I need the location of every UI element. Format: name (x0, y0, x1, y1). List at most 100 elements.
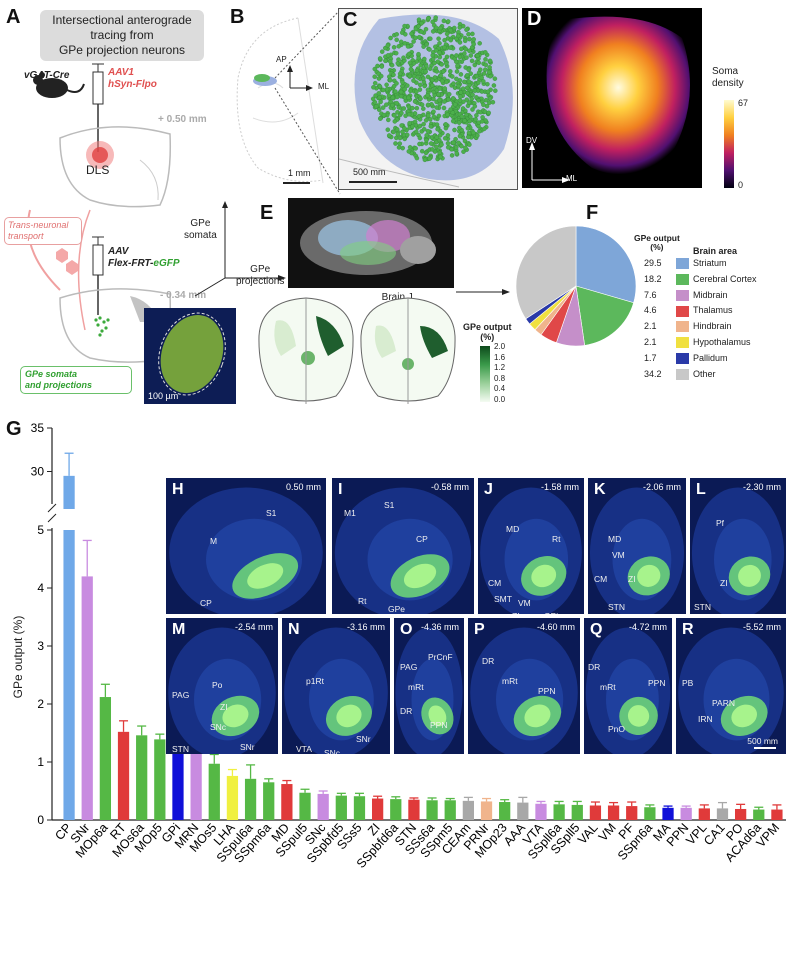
soma-dot (468, 71, 473, 76)
soma-dot (486, 69, 492, 75)
soma-dot (464, 73, 470, 78)
coord1-label: + 0.50 mm (158, 114, 207, 125)
soma-dot (425, 93, 430, 98)
region-label: S1 (384, 500, 395, 510)
pie-legend-item: Other (676, 369, 716, 380)
soma-dot (433, 15, 438, 20)
bar-sspbfd5 (335, 795, 347, 820)
region-label: DR (400, 706, 413, 716)
legend-label: Midbrain (693, 289, 728, 300)
soma-dot (406, 95, 411, 101)
panel-d-label: D (527, 8, 542, 30)
transport-line: Trans-neuronal (8, 220, 69, 230)
section-scale-bar (754, 747, 776, 749)
title-line: tracing from (90, 28, 154, 42)
bar-sspul6a (244, 778, 257, 820)
bar-gpi (172, 742, 184, 820)
soma-dot (467, 142, 472, 147)
soma-dot (424, 63, 429, 69)
soma-dot (450, 96, 456, 101)
soma-dot (438, 73, 444, 78)
soma-dot (401, 106, 407, 111)
y-tick-label: 0 (37, 813, 44, 827)
soma-dot (465, 126, 471, 131)
soma-dot (448, 107, 453, 112)
soma-dot (380, 87, 386, 93)
y-tick-label: 2 (37, 697, 44, 711)
bar-mrn (190, 744, 202, 820)
virus2-egfp: eGFP (153, 258, 180, 269)
cbar-min-label: 0 (738, 180, 744, 190)
f-header-pct: GPe output (%) (634, 234, 680, 252)
soma-dot (403, 32, 408, 37)
soma-dot (375, 63, 380, 69)
soma-dot (426, 16, 431, 21)
soma-dot (428, 117, 433, 122)
soma-dot (440, 69, 446, 74)
soma-dot (476, 60, 482, 66)
section-letter: P (474, 621, 485, 638)
region-label: SNc (324, 748, 341, 754)
soma-dot (430, 19, 435, 25)
section-letter: H (172, 481, 184, 498)
soma-dot (437, 133, 443, 138)
section-letter: R (682, 621, 694, 638)
bar-ma (662, 807, 674, 820)
soma-dot (384, 102, 389, 107)
legend-label: Hypothalamus (693, 337, 751, 347)
soma-dot (430, 56, 436, 62)
soma-dot (415, 75, 421, 80)
region-label: DR (588, 662, 601, 672)
region-label: STN (172, 744, 189, 754)
soma-dot (485, 89, 491, 95)
soma-dot (468, 53, 474, 58)
soma-dot (427, 156, 432, 161)
bar-mop5 (154, 739, 166, 820)
section-panel-j: J -1.58 mm MD Rt CM SMT VM ZI GPi (478, 478, 584, 614)
soma-dot (488, 74, 493, 79)
soma-dot (456, 83, 461, 89)
pie-slice-other (515, 225, 577, 320)
soma-dot (478, 67, 483, 72)
title-line: Intersectional anterograde (52, 13, 192, 27)
section-coordinate: -3.16 mm (346, 622, 385, 632)
bar-md (281, 784, 293, 820)
soma-dot (479, 119, 485, 124)
soma-dot (464, 27, 469, 32)
panel-a-title: Intersectional anterograde tracing from … (40, 10, 204, 61)
soma-dot (458, 90, 464, 95)
e-projections-label: GPe projections (236, 264, 284, 288)
soma-dot (472, 88, 478, 93)
soma-dot (392, 113, 397, 118)
soma-dot (485, 81, 490, 87)
soma-dot (414, 89, 419, 95)
section-letter: O (400, 621, 413, 638)
soma-dot (386, 93, 392, 99)
soma-dot (405, 44, 411, 49)
soma-dot (445, 141, 451, 146)
soma-dot (417, 141, 422, 147)
soma-dot (459, 143, 464, 149)
soma-dot (379, 64, 385, 69)
section-coordinate: 0.50 mm (285, 482, 321, 492)
soma-dot (427, 47, 432, 52)
soma-dot (439, 62, 444, 67)
soma-dot (434, 105, 439, 110)
soma-dot (472, 62, 478, 68)
soma-dot (466, 31, 471, 37)
soma-dot (419, 102, 425, 107)
soma-dot (372, 66, 378, 72)
y-tick-label: 5 (37, 523, 44, 537)
soma-dot (463, 46, 469, 52)
region-label: PPN (538, 686, 556, 696)
soma-dot (405, 83, 410, 88)
soma-dot (454, 76, 459, 82)
soma-dot (380, 105, 386, 110)
soma-dot (482, 109, 488, 114)
bar-cp (63, 530, 75, 820)
soma-dot (471, 37, 476, 42)
soma-dot (479, 75, 484, 80)
legend-label: Other (693, 368, 716, 379)
soma-dot (390, 95, 396, 100)
soma-dot (395, 131, 401, 137)
